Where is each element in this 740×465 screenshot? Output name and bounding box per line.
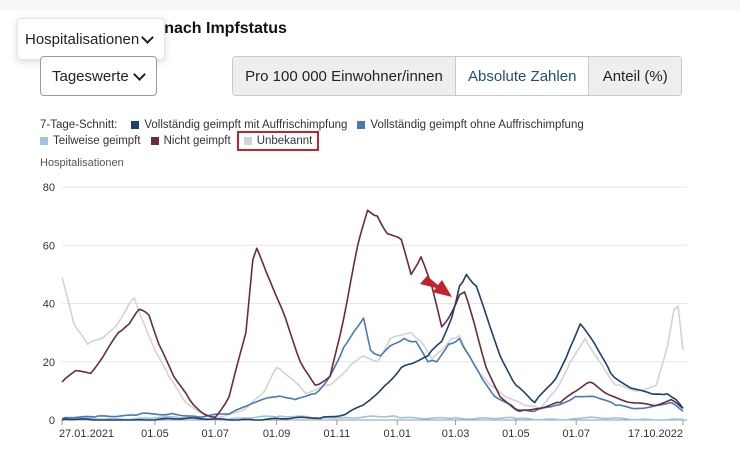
legend-label: Teilweise geimpft [53,135,141,147]
x-tick-label: 01.11 [324,428,351,440]
x-tick-label: 17.10.2022 [628,428,683,440]
legend-item-unvaccinated[interactable]: Nicht geimpft [150,135,231,147]
series-line [61,209,684,418]
toggle-absolute[interactable]: Absolute Zahlen [455,57,589,95]
top-strip [0,0,740,10]
period-select[interactable]: Tageswerte [40,56,157,96]
metric-dropdown[interactable]: Hospitalisationen [17,18,165,60]
legend-label: Vollständig geimpft mit Auffrischimpfung [144,119,348,131]
period-select-label: Tageswerte [52,67,129,85]
legend-swatch [131,121,140,129]
x-tick-label: 01.07 [202,428,230,440]
x-tick-label: 01.03 [442,428,470,440]
legend-label: Nicht geimpft [163,135,231,147]
legend-row-2: Teilweise geimpft Nicht geimpft Unbekann… [40,131,325,151]
legend-swatch [357,121,366,129]
x-tick-label: 27.01.2021 [59,428,114,440]
x-tick-label: 01.07 [562,428,590,440]
series-line [61,277,684,419]
legend-label: Unbekannt [256,135,313,147]
y-tick-label: 0 [49,415,55,427]
metric-dropdown-label: Hospitalisationen [25,30,140,48]
legend-item-full-no-booster[interactable]: Vollständig geimpft ohne Auffrischimpfun… [357,119,584,131]
toggle-share[interactable]: Anteil (%) [588,57,681,95]
legend-swatch [150,137,159,145]
legend-prefix: 7-Tage-Schnitt: [40,119,118,131]
y-tick-label: 80 [43,182,55,194]
legend-swatch [40,137,48,145]
legend-swatch [243,137,252,145]
y-tick-label: 20 [43,357,55,369]
series-line [61,273,684,421]
y-axis-label: Hospitalisationen [40,157,124,169]
legend-label: Vollständig geimpft ohne Auffrischimpfun… [370,119,584,131]
toggle-per-100000[interactable]: Pro 100 000 Einwohner/innen [233,57,455,95]
series-line [61,317,684,420]
legend-item-partial[interactable]: Teilweise geimpft [40,135,141,147]
series-line [61,415,684,421]
arrow-icon [420,276,452,297]
legend-row-1: 7-Tage-Schnitt: Vollständig geimpft mit … [40,119,594,131]
legend-item-unknown[interactable]: Unbekannt [236,131,320,151]
y-tick-label: 60 [43,240,55,252]
page-title: n nach Impfstatus [150,20,287,37]
unit-toggle-group: Pro 100 000 Einwohner/innen Absolute Zah… [232,56,682,96]
x-tick-label: 01.05 [141,428,169,440]
x-tick-label: 01.01 [383,428,411,440]
x-tick-label: 01.09 [263,428,291,440]
legend-item-booster[interactable]: Vollständig geimpft mit Auffrischimpfung [131,119,347,131]
x-tick-label: 01.05 [502,428,530,440]
y-tick-label: 40 [43,299,55,311]
